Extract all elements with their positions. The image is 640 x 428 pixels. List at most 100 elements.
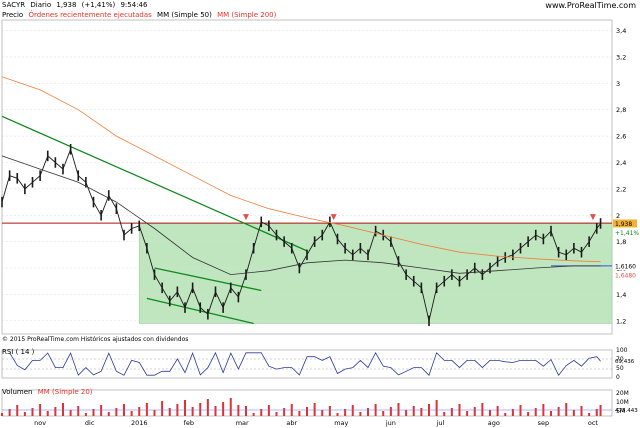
signal-arrow [330,214,337,221]
volume-bar [382,411,385,416]
volume-bar [473,407,476,416]
volume-bar [599,405,602,416]
y-tick-label: 2 [616,212,620,220]
volume-bar [298,411,301,416]
last-price-badge: 1,938 [615,221,632,228]
rsi-tick-label: 50 [616,365,624,372]
x-tick-label: abr [286,419,297,427]
orders-legend[interactable]: Órdenes recientemente ejecutadas [28,11,152,19]
y-tick-label: 2,8 [616,106,626,114]
x-tick-label: oct [588,419,599,427]
change-badge: +1,41% [615,230,639,237]
x-tick-label: may [334,419,348,427]
volume-bar [138,407,141,416]
x-tick-label: jun [385,419,396,427]
volume-bar [557,407,560,416]
volume-bar [46,411,49,416]
volume-label[interactable]: Volumen [2,388,33,396]
x-tick-label: feb [184,419,194,427]
rsi-frame [1,349,613,379]
y-tick-label: 2,6 [616,133,626,141]
volume-bar [481,403,484,416]
volume-bar [344,409,347,416]
last-price: 1,938 [56,1,77,9]
volume-bar [100,405,103,416]
mm200-badge: 1,6480 [615,272,636,279]
volume-bar [229,398,232,416]
volume-bar [389,407,392,416]
x-tick-label: sep [538,419,550,427]
volume-bar [168,408,171,416]
period-label[interactable]: Diario [30,1,52,9]
trendline [154,267,262,292]
y-tick-label: 3,2 [616,53,626,61]
x-tick-label: jul [436,419,445,427]
support-zone [138,222,613,324]
mm200-legend[interactable]: MM (Simple 200) [217,11,277,19]
rsi-label[interactable]: RSI ( 14 ) [2,348,35,356]
volume-bar [267,405,270,416]
volume-bar [107,412,110,416]
signal-arrow [243,214,249,221]
volume-tick-label: 20M [616,390,629,397]
change-label: (+1,41%) [81,1,116,9]
volume-bar [77,406,80,416]
rsi-legend: RSI ( 14 ) [2,348,37,356]
price-legend: Precio Órdenes recientemente ejecutadas … [2,11,279,19]
volume-bar [321,410,324,416]
time-label: 9:54:46 [120,1,148,9]
y-tick-label: 3,4 [616,27,626,35]
series-mm200 [1,76,601,263]
volume-bar [130,411,133,416]
volume-bar [8,409,11,416]
x-tick-label: dic [85,419,95,427]
volume-bar [572,410,575,416]
volume-bar [16,405,19,416]
volume-bar [214,406,217,416]
mm50-legend[interactable]: MM (Simple 50) [157,11,212,19]
y-tick-label: 1,8 [616,238,626,246]
last-price-badge-bg [613,219,637,228]
trendline [1,115,308,252]
volume-bar [275,412,278,416]
volume-bar [550,411,552,416]
volume-bar [420,408,423,416]
mm200-badge-bg [613,270,637,279]
volume-bar [23,412,26,416]
volume-bar [565,403,568,416]
volume-bar [336,413,339,416]
volume-bar [191,407,194,416]
volume-bar [435,400,438,416]
price-legend-label[interactable]: Precio [2,11,24,19]
y-tick-label: 1,2 [616,317,626,325]
y-tick-label: 2,4 [616,159,626,167]
volume-ma-label[interactable]: MM (Simple 20) [37,388,93,396]
volume-bar [1,413,3,416]
volume-bar [595,409,598,416]
y-tick-label: 1,4 [616,291,626,299]
y-tick-label: 3 [616,80,620,88]
volume-bar [359,412,362,416]
volume-bar [153,410,156,416]
volume-bar [161,401,164,416]
volume-bar [31,408,34,416]
volume-bar [412,406,415,416]
volume-bar [283,408,286,416]
y-tick-label: 2,2 [616,185,626,193]
change-badge-bg [613,228,637,237]
series-price [1,147,601,321]
signal-arrow [589,214,596,221]
symbol-label[interactable]: SACYR [2,1,26,9]
volume-bar [580,406,583,416]
mm50-badge-bg [613,261,637,270]
rsi-tick-label: 100 [616,347,628,354]
chart-header: SACYR Diario 1,938 (+1,41%) 9:54:46 [2,1,150,9]
volume-bar [115,408,118,416]
volume-bar [206,399,209,416]
series-mm50 [1,155,601,276]
volume-bar [245,406,247,416]
rsi-tick-label: 70 [616,356,624,363]
volume-bar [588,413,591,416]
volume-bar [511,409,514,416]
